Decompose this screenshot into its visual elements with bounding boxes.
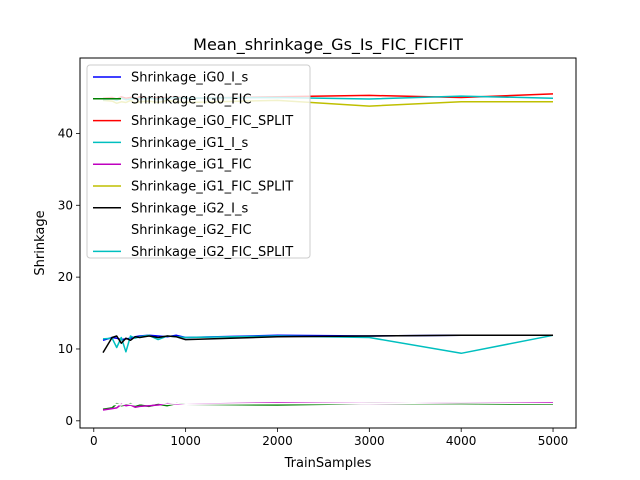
y-tick-label: 40 [58,126,73,140]
plot-frame [79,57,577,429]
legend-label-5: Shrinkage_iG1_FIC_SPLIT [131,180,293,195]
legend-label-1: Shrinkage_iG0_FIC [131,92,252,107]
x-tick-label: 3000 [354,434,385,448]
y-tick-label: 20 [58,270,73,284]
x-ticks: 0 1000 2000 3000 4000 5000 [90,428,568,448]
legend-box [86,64,311,259]
series-line-7 [102,402,554,407]
y-tick-label: 10 [58,342,73,356]
y-axis-label: Shrinkage [33,210,48,275]
series-line-6 [102,334,553,353]
legend-label-2: Shrinkage_iG0_FIC_SPLIT [131,114,293,129]
chart-title: Mean_shrinkage_Gs_Is_FIC_FICFIT [193,35,463,55]
x-tick-label: 4000 [446,434,477,448]
legend: Shrinkage_iG0_I_s Shrinkage_iG0_FIC Shrink… [86,64,311,260]
y-tick-label: 30 [58,198,73,212]
x-tick-label: 1000 [170,434,201,448]
legend-label-0: Shrinkage_iG0_I_s [131,71,248,86]
legend-label-6: Shrinkage_iG2_I_s [131,201,248,216]
x-tick-label: 5000 [538,434,569,448]
x-tick-label: 2000 [262,434,293,448]
legend-label-4: Shrinkage_iG1_FIC [131,158,252,173]
y-tick-label: 0 [65,414,73,428]
legend-label-8: Shrinkage_iG2_FIC_SPLIT [131,245,293,260]
x-axis-label: TrainSamples [284,456,372,471]
legend-label-3: Shrinkage_iG1_I_s [131,136,248,151]
legend-label-7: Shrinkage_iG2_FIC [131,223,252,238]
y-ticks: 0 10 20 30 40 [58,126,80,428]
x-tick-label: 0 [90,434,98,448]
